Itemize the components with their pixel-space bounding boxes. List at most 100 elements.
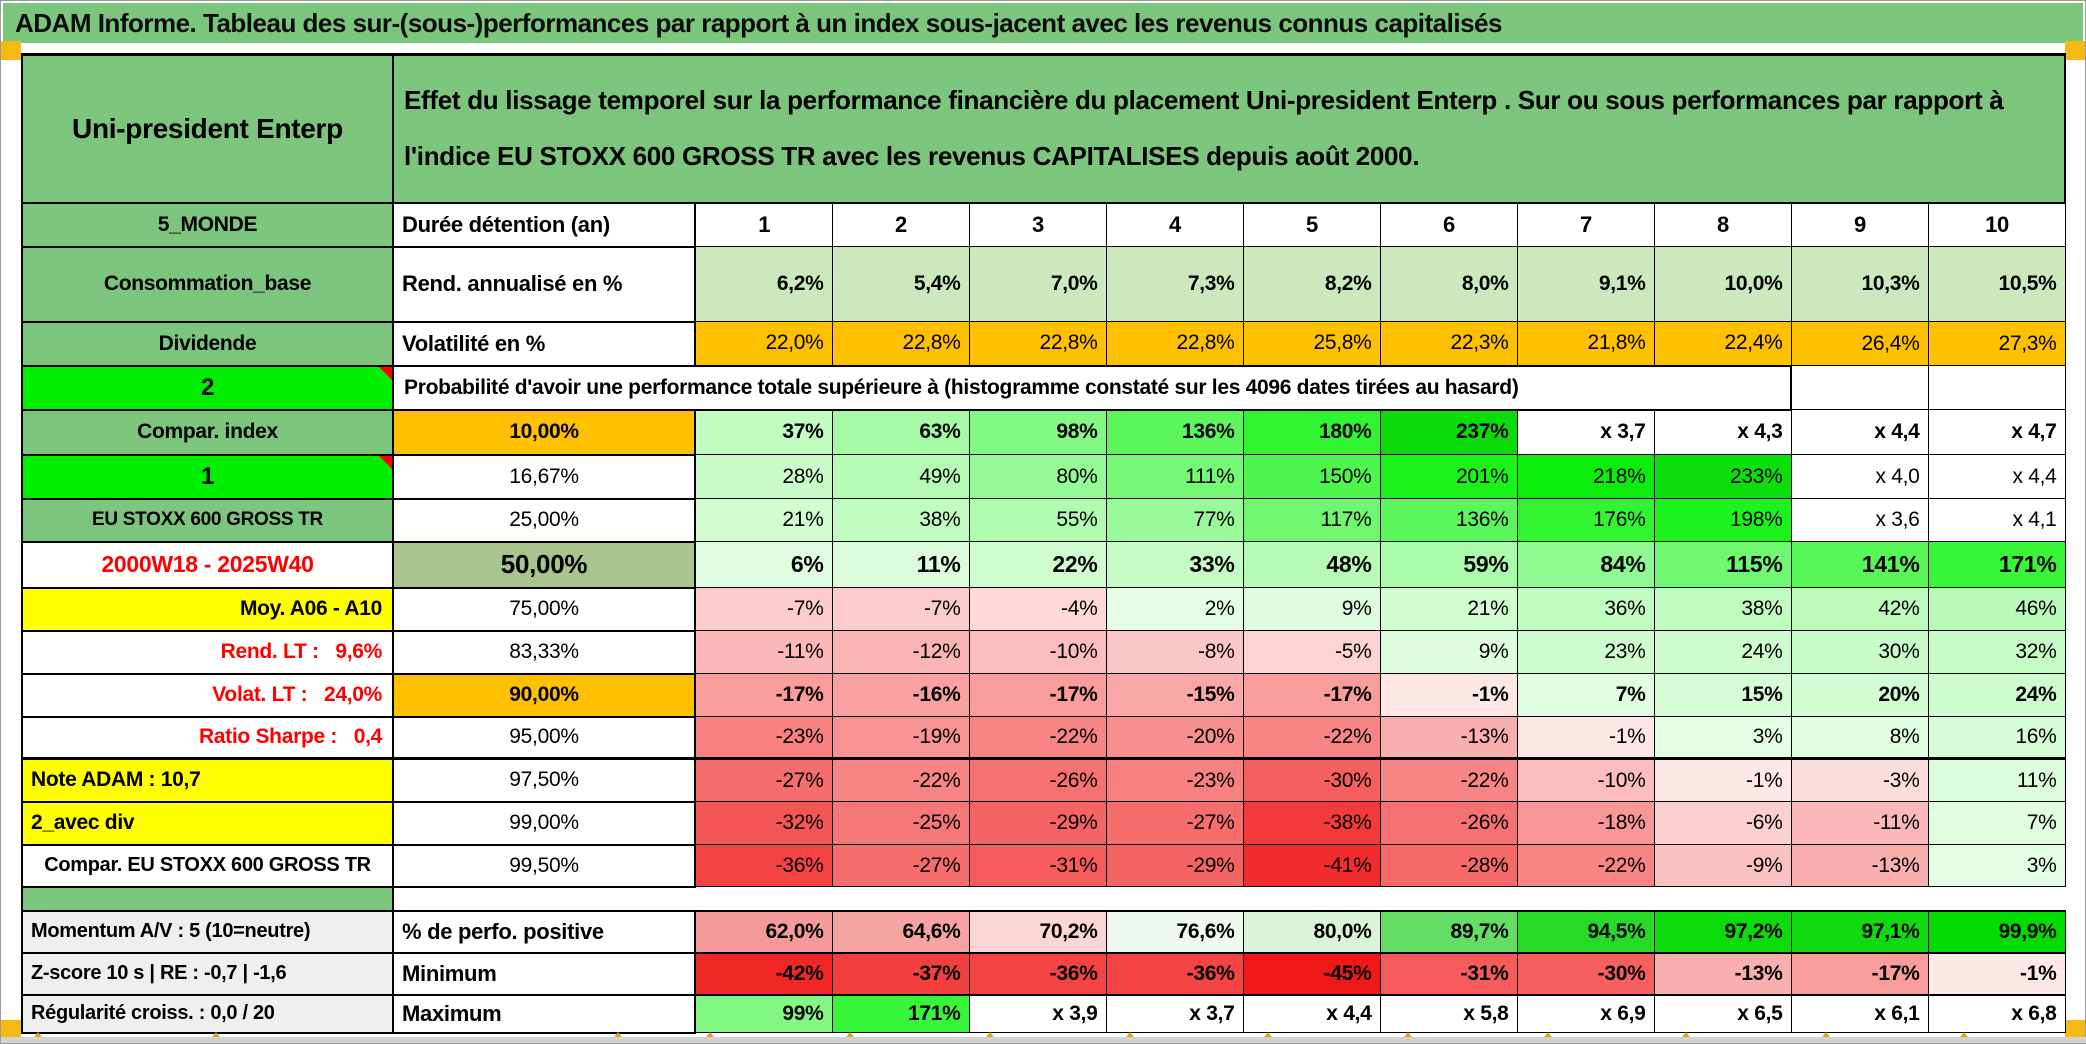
cell[interactable]: -5%: [1242, 630, 1381, 674]
cell[interactable]: -1%: [1516, 716, 1655, 759]
cell[interactable]: -15%: [1105, 673, 1244, 717]
cell[interactable]: -1%: [1927, 951, 2066, 995]
cell[interactable]: 33%: [1105, 541, 1244, 588]
cell[interactable]: x 4,7: [1927, 409, 2066, 455]
row-param-cell[interactable]: 75,00%: [392, 586, 696, 632]
separator-cell[interactable]: [21, 885, 394, 912]
cell[interactable]: x 3,6: [1790, 498, 1929, 542]
cell[interactable]: -31%: [1379, 951, 1518, 995]
cell[interactable]: x 5,8: [1379, 993, 1518, 1033]
cell[interactable]: x 4,0: [1790, 454, 1929, 499]
cell[interactable]: 27,3%: [1927, 321, 2066, 366]
row-param-cell[interactable]: 25,00%: [392, 497, 696, 543]
row-label-cell[interactable]: Note ADAM : 10,7: [21, 757, 394, 803]
row-param-cell[interactable]: Rend. annualisé en %: [392, 245, 696, 323]
cell[interactable]: x 3,9: [968, 993, 1107, 1033]
cell[interactable]: -23%: [1105, 757, 1244, 802]
cell[interactable]: 77%: [1105, 498, 1244, 542]
cell[interactable]: -17%: [1790, 951, 1929, 995]
row-param-cell[interactable]: 83,33%: [392, 629, 696, 675]
cell[interactable]: 1: [694, 202, 833, 247]
cell[interactable]: 80%: [968, 454, 1107, 499]
cell[interactable]: 26,4%: [1790, 321, 1929, 366]
cell[interactable]: -13%: [1790, 844, 1929, 887]
row-label-cell[interactable]: Volat. LT : 24,0%: [21, 672, 394, 718]
cell[interactable]: 198%: [1653, 498, 1792, 542]
cell[interactable]: 9%: [1242, 587, 1381, 631]
cell[interactable]: x 4,4: [1242, 993, 1381, 1033]
cell[interactable]: 11%: [1927, 757, 2066, 802]
row-label-cell[interactable]: Consommation_base: [21, 245, 394, 323]
cell[interactable]: -10%: [968, 630, 1107, 674]
cell[interactable]: -27%: [831, 844, 970, 887]
cell[interactable]: 237%: [1379, 409, 1518, 455]
row-label-cell[interactable]: 2: [21, 364, 394, 411]
cell[interactable]: -32%: [694, 801, 833, 845]
cell[interactable]: 76,6%: [1105, 909, 1244, 953]
cell[interactable]: -45%: [1242, 951, 1381, 995]
cell[interactable]: 22,8%: [968, 321, 1107, 366]
cell[interactable]: 25,8%: [1242, 321, 1381, 366]
row-label-cell[interactable]: Z-score 10 s | RE : -0,7 | -1,6: [21, 951, 394, 996]
cell[interactable]: -6%: [1653, 801, 1792, 845]
cell[interactable]: 64,6%: [831, 909, 970, 953]
cell[interactable]: -36%: [694, 844, 833, 887]
cell[interactable]: 7%: [1516, 673, 1655, 717]
cell[interactable]: 3: [968, 202, 1107, 247]
cell[interactable]: 48%: [1242, 541, 1381, 588]
cell[interactable]: 22,8%: [1105, 321, 1244, 366]
cell[interactable]: 8,0%: [1379, 246, 1518, 322]
cell[interactable]: 84%: [1516, 541, 1655, 588]
cell[interactable]: 16%: [1927, 716, 2066, 759]
cell[interactable]: 218%: [1516, 454, 1655, 499]
cell[interactable]: 24%: [1927, 673, 2066, 717]
cell[interactable]: 3%: [1927, 844, 2066, 887]
row-param-cell[interactable]: 97,50%: [392, 757, 696, 803]
cell[interactable]: 15%: [1653, 673, 1792, 717]
cell[interactable]: 9,1%: [1516, 246, 1655, 322]
row-label-cell[interactable]: 1: [21, 453, 394, 500]
cell[interactable]: 111%: [1105, 454, 1244, 499]
row-param-cell[interactable]: 95,00%: [392, 715, 696, 760]
cell[interactable]: 97,2%: [1653, 909, 1792, 953]
cell[interactable]: 21,8%: [1516, 321, 1655, 366]
cell[interactable]: -11%: [694, 630, 833, 674]
row-param-cell[interactable]: Maximum: [392, 993, 696, 1034]
cell[interactable]: 28%: [694, 454, 833, 499]
cell[interactable]: -16%: [831, 673, 970, 717]
cell[interactable]: 10,3%: [1790, 246, 1929, 322]
cell[interactable]: -22%: [1516, 844, 1655, 887]
cell[interactable]: -19%: [831, 716, 970, 759]
cell[interactable]: -30%: [1516, 951, 1655, 995]
cell[interactable]: 46%: [1927, 587, 2066, 631]
cell[interactable]: -29%: [1105, 844, 1244, 887]
cell[interactable]: 42%: [1790, 587, 1929, 631]
cell[interactable]: -13%: [1379, 716, 1518, 759]
cell[interactable]: 9: [1790, 202, 1929, 247]
row-label-cell[interactable]: Ratio Sharpe : 0,4: [21, 715, 394, 760]
cell[interactable]: [1790, 365, 1929, 410]
cell[interactable]: 70,2%: [968, 909, 1107, 953]
cell[interactable]: 22,8%: [831, 321, 970, 366]
cell[interactable]: 8%: [1790, 716, 1929, 759]
row-param-cell[interactable]: 16,67%: [392, 453, 696, 500]
row-param-cell[interactable]: % de perfo. positive: [392, 909, 696, 954]
cell[interactable]: -27%: [1105, 801, 1244, 845]
cell[interactable]: 2: [831, 202, 970, 247]
row-param-cell[interactable]: 90,00%: [392, 672, 696, 718]
cell[interactable]: 32%: [1927, 630, 2066, 674]
cell[interactable]: -26%: [968, 757, 1107, 802]
cell[interactable]: x 4,4: [1790, 409, 1929, 455]
cell[interactable]: 89,7%: [1379, 909, 1518, 953]
row-label-cell[interactable]: Moy. A06 - A10: [21, 586, 394, 632]
cell[interactable]: 99%: [694, 993, 833, 1033]
cell[interactable]: 150%: [1242, 454, 1381, 499]
cell[interactable]: -22%: [1242, 716, 1381, 759]
cell[interactable]: 171%: [1927, 541, 2066, 588]
cell[interactable]: x 6,1: [1790, 993, 1929, 1033]
cell[interactable]: 176%: [1516, 498, 1655, 542]
row-label-cell[interactable]: Compar. EU STOXX 600 GROSS TR: [21, 843, 394, 888]
row-label-cell[interactable]: Momentum A/V : 5 (10=neutre): [21, 909, 394, 954]
cell[interactable]: -10%: [1516, 757, 1655, 802]
cell[interactable]: -17%: [694, 673, 833, 717]
